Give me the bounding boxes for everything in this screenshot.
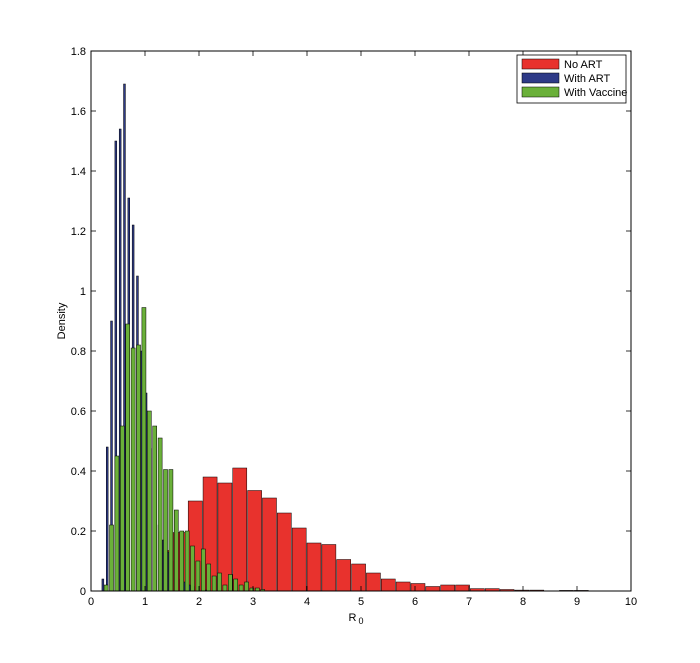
bar-with-vaccine	[109, 524, 114, 592]
bar-with-vaccine	[103, 584, 109, 592]
y-tick-label: 0	[80, 586, 86, 598]
ticks-layer: 0 1 2 3 4 5 6 7 8 9 10 0 0.2 0.4 0.6 0.8 1 1.2 1.4 1.6 1.8	[71, 46, 637, 608]
bar-no-art	[321, 544, 337, 592]
bar-no-art	[336, 559, 351, 592]
bar-with-vaccine	[147, 410, 152, 592]
bar-no-art	[247, 490, 262, 592]
bar-with-vaccine	[184, 530, 190, 592]
bar-no-art	[410, 583, 426, 592]
bar-with-vaccine	[206, 563, 211, 592]
plot-area	[91, 51, 631, 591]
legend-swatch	[521, 86, 560, 98]
bar-no-art	[381, 578, 396, 592]
bar-with-vaccine	[201, 548, 206, 592]
y-tick-label: 1.4	[71, 166, 86, 178]
bar-no-art	[351, 563, 366, 592]
bar-no-art	[262, 497, 277, 592]
bar-no-art	[366, 572, 381, 592]
x-tick-label: 1	[142, 596, 148, 608]
legend-swatch	[521, 72, 560, 84]
bar-no-art	[291, 527, 307, 592]
x-tick-label: 10	[625, 596, 637, 608]
bar-with-art	[106, 446, 109, 592]
x-tick-label: 3	[250, 596, 256, 608]
bar-with-vaccine	[238, 584, 244, 592]
x-tick-label: 5	[358, 596, 364, 608]
y-tick-label: 0.2	[71, 526, 86, 538]
bar-with-vaccine	[174, 509, 179, 592]
bar-with-vaccine	[136, 344, 141, 592]
y-tick-label: 0.4	[71, 466, 86, 478]
bar-no-art	[455, 584, 470, 592]
bar-with-vaccine	[120, 425, 125, 592]
legend-label: No ART	[564, 59, 603, 71]
bar-with-vaccine	[211, 575, 217, 592]
bar-no-art	[232, 467, 248, 592]
legend-label: With Vaccine	[564, 87, 627, 99]
y-tick-label: 0.8	[71, 346, 86, 358]
bar-no-art	[277, 512, 292, 592]
bar-no-art	[395, 581, 411, 592]
bar-with-art	[101, 578, 105, 592]
bar-with-vaccine	[179, 530, 184, 592]
bar-with-vaccine	[217, 572, 222, 592]
bar-with-vaccine	[125, 323, 130, 592]
bar-no-art	[440, 584, 455, 592]
y-tick-label: 1.8	[71, 46, 86, 58]
bar-with-vaccine	[114, 455, 120, 592]
bar-with-vaccine	[157, 437, 163, 592]
bar-with-vaccine	[244, 581, 249, 592]
x-tick-label: 4	[304, 596, 310, 608]
x-tick-label: 9	[574, 596, 580, 608]
legend: No ART With ART With Vaccine	[516, 54, 627, 104]
bar-with-vaccine	[190, 545, 195, 592]
y-tick-label: 1.2	[71, 226, 86, 238]
bar-with-vaccine	[163, 469, 168, 592]
y-tick-label: 0.6	[71, 406, 86, 418]
x-tick-label: 7	[466, 596, 472, 608]
y-axis-label: Density	[56, 302, 68, 339]
bar-with-vaccine	[141, 307, 147, 592]
legend-label: With ART	[564, 73, 611, 85]
bar-with-vaccine	[233, 578, 238, 592]
bar-with-vaccine	[222, 584, 228, 592]
x-tick-label: 6	[412, 596, 418, 608]
x-tick-label: 8	[520, 596, 526, 608]
y-tick-label: 1.6	[71, 106, 86, 118]
bar-with-vaccine	[130, 347, 136, 592]
bar-with-vaccine	[168, 469, 174, 592]
bar-no-art	[306, 542, 322, 592]
legend-swatch	[521, 58, 560, 70]
x-tick-label: 2	[196, 596, 202, 608]
bar-no-art	[425, 586, 441, 592]
bar-with-vaccine	[228, 574, 233, 592]
x-tick-label: 0	[88, 596, 94, 608]
bar-with-vaccine	[152, 425, 157, 592]
y-tick-label: 1	[80, 286, 86, 298]
